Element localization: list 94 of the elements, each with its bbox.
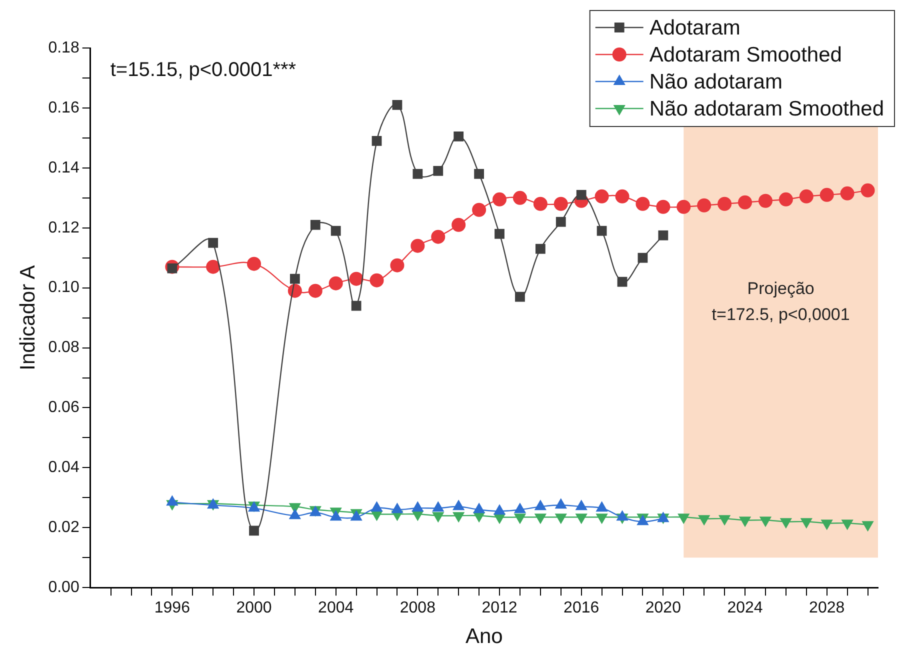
x-tick-label: 2004 [318,600,354,617]
point [512,190,527,205]
y-tick-label: 0.06 [48,399,80,416]
point [392,100,402,110]
x-tick-label: 2012 [482,600,518,617]
point [308,284,322,298]
point [576,190,586,200]
point [515,292,525,302]
point [800,518,812,529]
point [718,196,732,211]
x-axis-title: Ano [465,625,503,648]
point [328,276,343,290]
point [533,196,548,211]
point [514,514,526,524]
annotation: t=15.15, p<0.0001*** [110,59,296,81]
point [370,273,384,288]
point [554,514,567,524]
point [554,196,568,211]
point [494,228,504,239]
band-label: Projeção [747,278,814,298]
point [454,131,464,142]
point [432,512,444,523]
point [431,230,446,244]
point [452,218,466,232]
point [349,272,364,286]
point [617,276,628,287]
y-tick-label: 0.12 [48,219,80,236]
point [638,252,648,263]
x-tick-label: 2016 [564,600,600,617]
y-tick-label: 0.14 [48,159,80,176]
x-tick-label: 1996 [154,600,190,617]
legend-label: Não adotaram [649,70,782,94]
x-tick-label: 2028 [809,600,845,617]
point [697,198,712,212]
point [206,260,220,274]
point [862,521,874,532]
point [758,194,772,208]
point [534,514,546,524]
x-tick-label: 2020 [645,600,682,617]
point [658,230,668,240]
point [330,226,341,236]
point [556,216,566,227]
y-tick-label: 0.02 [48,519,80,536]
y-tick-label: 0.08 [48,339,80,356]
y-axis-title: Indicador A [16,265,40,370]
point [372,136,382,146]
point [820,188,834,202]
legend-label: Não adotaram Smoothed [649,97,884,120]
annotation: t=172.5, p<0,0001 [712,304,850,324]
y-tick-label: 0.16 [48,99,80,116]
point [820,520,833,530]
point [472,202,486,217]
y-tick-label: 0.04 [48,459,80,476]
point [698,515,710,526]
point [678,514,690,524]
point [615,189,630,204]
point [596,514,608,524]
point [656,200,670,214]
point [676,200,691,214]
point [841,520,854,530]
point [247,256,262,271]
x-tick-label: 2024 [727,600,763,617]
point [738,516,752,528]
point [351,300,362,311]
point [208,238,218,248]
point [290,274,300,284]
legend-label: Adotaram [649,16,740,40]
x-tick-label: 2000 [236,600,272,617]
point [390,258,404,272]
point [636,196,650,211]
point [310,220,320,230]
point [780,518,792,529]
point [840,186,854,200]
point [575,514,588,524]
point [535,244,546,254]
point [718,515,731,526]
point [412,168,423,179]
point [433,166,444,176]
point [452,512,465,523]
y-tick-label: 0.00 [48,579,80,596]
point [594,189,609,204]
point [778,192,793,206]
y-tick-label: 0.10 [48,279,80,296]
point [738,195,752,210]
point [596,226,607,236]
point [799,189,814,204]
legend-label: Adotaram Smoothed [649,43,842,66]
y-tick-label: 0.18 [48,39,80,56]
point [410,238,425,253]
x-tick-label: 2008 [400,600,436,617]
point [492,192,507,206]
point [759,516,772,528]
point [860,183,875,198]
point [474,168,484,179]
